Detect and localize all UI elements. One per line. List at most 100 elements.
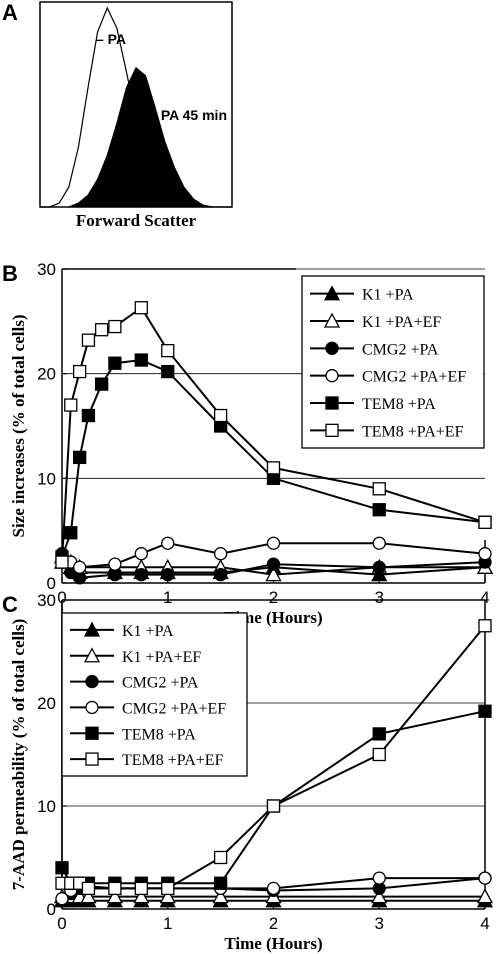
data-point	[81, 881, 96, 896]
data-point	[478, 515, 492, 529]
data-point	[372, 482, 386, 496]
annotation-plus-pa: + PA 45 min	[149, 107, 227, 123]
y-tick-label: 20	[37, 365, 56, 384]
legend-box	[301, 275, 485, 449]
x-tick-label: 4	[480, 914, 489, 933]
legend-marker	[85, 700, 99, 715]
x-tick-label: 3	[375, 588, 384, 607]
data-point	[80, 888, 97, 904]
legend-entry: CMG2 +PA	[362, 341, 439, 358]
legend-marker	[325, 423, 339, 437]
y-axis-label: 7-AAD permeability (% of total cells)	[9, 619, 28, 890]
data-point	[64, 526, 78, 540]
x-axis-label: Time (Hours)	[224, 934, 322, 953]
data-point	[372, 560, 386, 574]
data-point	[213, 408, 228, 423]
x-tick-label: 2	[269, 588, 278, 607]
data-point	[478, 871, 492, 885]
data-point	[108, 557, 122, 571]
legend-entry: TEM8 +PA	[362, 396, 436, 413]
data-point	[161, 536, 175, 550]
y-tick-label: 0	[47, 900, 56, 919]
series-outline-histogram	[40, 6, 232, 208]
series-filled-histogram	[40, 66, 232, 208]
data-point	[159, 888, 176, 904]
data-point	[73, 364, 87, 379]
data-point	[55, 892, 69, 906]
legend-entry: CMG2 +PA+EF	[362, 369, 466, 386]
legend-marker	[325, 396, 339, 410]
legend-marker	[83, 647, 101, 663]
legend-marker	[325, 369, 339, 383]
data-point	[161, 364, 175, 379]
data-point	[213, 547, 228, 561]
data-point	[81, 333, 96, 347]
data-point	[372, 536, 386, 550]
y-tick-label: 10	[37, 469, 56, 488]
data-point	[478, 704, 492, 718]
data-point	[106, 888, 123, 904]
data-point	[134, 547, 148, 561]
x-axis-label: Time (Hours)	[224, 608, 322, 627]
legend-marker	[85, 674, 99, 689]
data-point	[213, 850, 228, 865]
legend-entry: CMG2 +PA	[122, 675, 199, 692]
data-point	[108, 356, 122, 370]
y-tick-label: 20	[37, 694, 56, 713]
x-tick-label: 1	[163, 588, 172, 607]
panel-c-letter: C	[2, 592, 18, 617]
legend-entry: K1 +PA	[362, 287, 414, 304]
data-point	[266, 799, 281, 813]
data-point	[73, 450, 87, 465]
data-point	[134, 567, 148, 582]
annotation-minus-pa: – PA	[96, 31, 126, 47]
data-point	[266, 461, 281, 475]
data-point	[372, 871, 386, 885]
data-point	[55, 555, 69, 569]
data-point	[161, 881, 175, 896]
data-point	[213, 567, 228, 582]
data-point	[212, 888, 229, 904]
legend-marker	[323, 312, 341, 328]
histogram-panel: – PA + PA 45 min Forward Scatter	[39, 1, 233, 230]
data-point	[108, 881, 122, 896]
legend-marker	[85, 726, 99, 740]
data-point	[133, 888, 150, 904]
data-point	[266, 557, 281, 571]
data-point	[161, 343, 175, 358]
x-tick-label: 0	[57, 914, 66, 933]
data-point	[371, 566, 388, 582]
data-point	[55, 861, 69, 875]
y-tick-label: 0	[47, 574, 56, 593]
data-point	[478, 619, 492, 633]
legend-entry: K1 +PA	[122, 623, 174, 640]
x-tick-label: 3	[375, 914, 384, 933]
x-tick-label: 1	[163, 914, 172, 933]
data-point	[108, 319, 122, 334]
data-point	[478, 547, 492, 561]
legend-entry: TEM8 +PA+EF	[362, 423, 464, 440]
data-point	[134, 301, 148, 315]
x-tick-label: 0	[57, 588, 66, 607]
data-point	[476, 888, 494, 904]
legend-marker	[83, 621, 101, 637]
legend-marker	[325, 341, 339, 355]
x-tick-label: 2	[269, 914, 278, 933]
data-point	[266, 536, 281, 550]
data-point	[95, 323, 109, 337]
panel-b-letter: B	[2, 261, 18, 286]
y-tick-label: 30	[37, 591, 56, 610]
legend-entry: K1 +PA+EF	[362, 314, 441, 331]
data-point	[213, 876, 228, 890]
data-point	[372, 747, 386, 762]
legend-entry: TEM8 +PA+EF	[122, 752, 224, 769]
data-point	[95, 377, 109, 391]
data-point	[266, 881, 281, 896]
data-point	[371, 888, 388, 904]
data-point	[64, 398, 78, 412]
legend-marker	[323, 285, 341, 301]
legend-entry: K1 +PA+EF	[122, 649, 201, 666]
series-line-4	[61, 359, 486, 558]
